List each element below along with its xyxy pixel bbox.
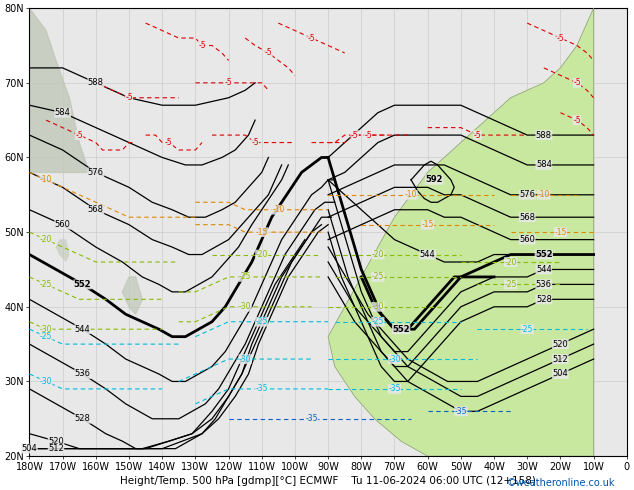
Text: 504: 504 — [22, 444, 37, 453]
Text: 544: 544 — [420, 250, 436, 259]
Text: -25: -25 — [372, 317, 384, 326]
Text: -35: -35 — [306, 414, 318, 423]
Text: -5: -5 — [573, 116, 581, 124]
Text: -30: -30 — [40, 325, 53, 334]
Text: -25: -25 — [40, 280, 52, 289]
Text: 536: 536 — [536, 280, 552, 289]
Text: 576: 576 — [88, 168, 104, 177]
Text: -25: -25 — [40, 332, 52, 341]
Text: 588: 588 — [88, 78, 104, 87]
Text: 560: 560 — [519, 235, 535, 244]
Text: -5: -5 — [75, 130, 83, 140]
Text: 512: 512 — [552, 355, 568, 364]
Text: -5: -5 — [557, 33, 564, 43]
Text: -10: -10 — [272, 205, 285, 214]
Polygon shape — [29, 8, 89, 172]
Text: -25: -25 — [256, 317, 268, 326]
Text: -35: -35 — [455, 407, 467, 416]
Text: 576: 576 — [519, 190, 535, 199]
Text: -5: -5 — [165, 138, 172, 147]
Text: 520: 520 — [552, 340, 568, 348]
Text: 560: 560 — [55, 220, 70, 229]
Text: 592: 592 — [425, 175, 443, 184]
Text: -10: -10 — [40, 175, 52, 184]
X-axis label: Height/Temp. 500 hPa [gdmp][°C] ECMWF    Tu 11-06-2024 06:00 UTC (12+158): Height/Temp. 500 hPa [gdmp][°C] ECMWF Tu… — [120, 476, 536, 486]
Text: -25: -25 — [521, 325, 533, 334]
Text: 520: 520 — [48, 437, 64, 446]
Text: -5: -5 — [474, 130, 481, 140]
Text: -20: -20 — [372, 250, 384, 259]
Text: -5: -5 — [364, 130, 372, 140]
Text: 512: 512 — [48, 444, 64, 453]
Text: 504: 504 — [552, 369, 568, 378]
Text: -25: -25 — [372, 272, 384, 281]
Text: -5: -5 — [307, 33, 315, 43]
Text: 536: 536 — [75, 369, 91, 378]
Polygon shape — [122, 277, 142, 314]
Text: -5: -5 — [225, 78, 233, 87]
Text: 544: 544 — [536, 265, 552, 274]
Text: -15: -15 — [256, 228, 268, 237]
Polygon shape — [328, 8, 593, 456]
Text: 552: 552 — [74, 280, 91, 289]
Text: -30: -30 — [40, 377, 53, 386]
Text: -15: -15 — [422, 220, 434, 229]
Text: 528: 528 — [536, 295, 552, 304]
Text: ©weatheronline.co.uk: ©weatheronline.co.uk — [507, 478, 615, 488]
Text: -30: -30 — [388, 355, 401, 364]
Text: -30: -30 — [239, 302, 252, 311]
Text: -20: -20 — [40, 235, 52, 244]
Text: -30: -30 — [239, 355, 252, 364]
Text: -30: -30 — [372, 302, 384, 311]
Text: -35: -35 — [256, 385, 268, 393]
Text: 584: 584 — [536, 160, 552, 170]
Text: -5: -5 — [573, 78, 581, 87]
Text: -5: -5 — [264, 49, 272, 57]
Text: 584: 584 — [55, 108, 70, 117]
Text: -10: -10 — [538, 190, 550, 199]
Text: -25: -25 — [505, 280, 517, 289]
Text: -20: -20 — [256, 250, 268, 259]
Text: -15: -15 — [554, 228, 567, 237]
Text: 544: 544 — [75, 325, 91, 334]
Text: 528: 528 — [75, 414, 91, 423]
Text: -5: -5 — [125, 93, 133, 102]
Text: -5: -5 — [251, 138, 259, 147]
Text: 552: 552 — [392, 325, 410, 334]
Text: 552: 552 — [535, 250, 553, 259]
Text: -5: -5 — [351, 130, 358, 140]
Text: -10: -10 — [405, 190, 417, 199]
Text: -5: -5 — [198, 41, 206, 50]
Text: 568: 568 — [88, 205, 104, 214]
Text: 588: 588 — [536, 130, 552, 140]
Text: -20: -20 — [505, 258, 517, 267]
Polygon shape — [56, 240, 69, 262]
Text: -25: -25 — [239, 272, 251, 281]
Text: 568: 568 — [519, 213, 535, 221]
Text: -35: -35 — [388, 385, 401, 393]
